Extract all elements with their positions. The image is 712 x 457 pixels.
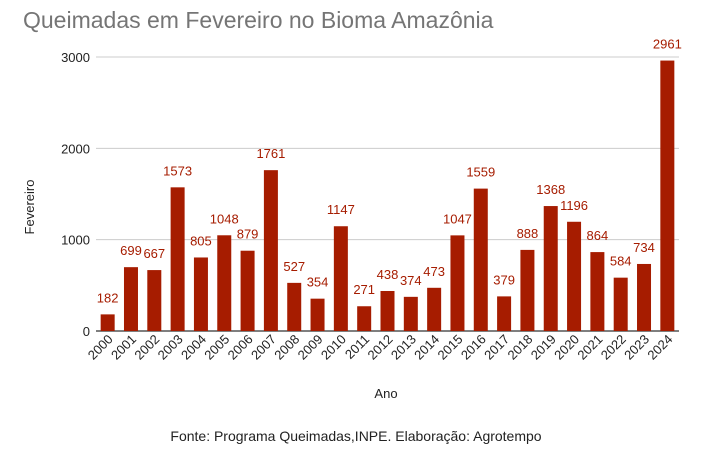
bar — [147, 270, 162, 331]
bar — [380, 290, 395, 331]
x-axis-title: Ano — [374, 386, 397, 401]
bar — [520, 249, 535, 331]
x-tick-label: 2004 — [178, 332, 209, 363]
x-tick-label: 2001 — [108, 332, 139, 363]
data-label: 1047 — [443, 211, 472, 226]
bar — [543, 206, 558, 331]
data-label: 379 — [493, 272, 515, 287]
data-label: 1573 — [163, 163, 192, 178]
bar — [427, 287, 442, 331]
x-tick-label: 2020 — [551, 332, 582, 363]
data-label: 1559 — [466, 165, 495, 180]
x-tick-label: 2016 — [458, 332, 489, 363]
bar — [123, 267, 138, 331]
bar — [497, 296, 512, 331]
data-label: 667 — [143, 246, 165, 261]
data-label: 734 — [633, 240, 655, 255]
data-label: 1368 — [536, 182, 565, 197]
x-tick-label: 2013 — [388, 332, 419, 363]
data-label: 888 — [517, 226, 539, 241]
bar — [567, 221, 582, 331]
data-label: 271 — [353, 282, 375, 297]
x-tick-label: 2008 — [271, 332, 302, 363]
data-label: 438 — [377, 267, 399, 282]
bar — [333, 226, 348, 331]
data-label: 1048 — [210, 211, 239, 226]
data-label: 2961 — [653, 37, 682, 52]
data-label: 805 — [190, 233, 212, 248]
bar — [357, 306, 372, 331]
x-tick-label: 2023 — [621, 332, 652, 363]
x-tick-label: 2010 — [318, 332, 349, 363]
data-label: 1147 — [327, 202, 355, 217]
data-label: 527 — [283, 259, 305, 274]
x-tick-label: 2011 — [342, 332, 372, 362]
bar — [613, 277, 628, 331]
x-tick-labels: 2000200120022003200420052006200720082009… — [85, 332, 676, 363]
bar — [287, 282, 302, 331]
bar — [193, 257, 208, 331]
bar — [263, 170, 278, 331]
data-label: 699 — [120, 243, 142, 258]
y-tick-label: 3000 — [61, 50, 90, 65]
y-axis-title: Fevereiro — [22, 180, 37, 235]
bar — [473, 188, 488, 331]
data-label: 1196 — [560, 198, 588, 213]
bars — [100, 60, 675, 331]
x-tick-label: 2002 — [131, 332, 162, 363]
x-tick-label: 2019 — [528, 332, 559, 363]
data-label: 879 — [237, 227, 259, 242]
bar — [450, 235, 465, 331]
x-tick-label: 2007 — [248, 332, 279, 363]
x-tick-label: 2024 — [644, 332, 675, 363]
x-tick-label: 2009 — [295, 332, 326, 363]
x-tick-label: 2014 — [411, 332, 442, 363]
bar — [403, 296, 418, 331]
data-label: 374 — [400, 273, 422, 288]
bar — [217, 235, 232, 331]
gridlines — [96, 56, 679, 332]
y-tick-label: 0 — [83, 324, 90, 339]
x-tick-label: 2005 — [201, 332, 232, 363]
data-label: 473 — [423, 264, 445, 279]
bar — [170, 187, 185, 331]
x-tick-label: 2018 — [504, 332, 535, 363]
bar — [240, 250, 255, 331]
bar — [590, 252, 605, 331]
chart-title: Queimadas em Fevereiro no Bioma Amazônia — [23, 7, 494, 33]
x-tick-label: 2012 — [365, 332, 396, 363]
x-tick-label: 2006 — [225, 332, 256, 363]
bar — [100, 314, 115, 331]
x-tick-label: 2015 — [435, 332, 466, 363]
data-label: 182 — [97, 290, 119, 305]
x-tick-label: 2022 — [598, 332, 629, 363]
bar — [660, 60, 675, 331]
chart-source-note: Fonte: Programa Queimadas,INPE. Elaboraç… — [170, 428, 542, 444]
x-tick-label: 2003 — [155, 332, 186, 363]
x-tick-label: 2021 — [574, 332, 605, 363]
data-label: 864 — [587, 228, 609, 243]
data-label: 354 — [307, 275, 329, 290]
bar — [310, 298, 325, 331]
data-label: 1761 — [256, 146, 285, 161]
y-tick-labels: 0 1000 2000 3000 — [61, 50, 90, 339]
bar — [637, 263, 652, 331]
x-tick-label: 2017 — [481, 332, 512, 363]
y-tick-label: 1000 — [61, 233, 90, 248]
y-tick-label: 2000 — [61, 141, 90, 156]
data-label: 584 — [610, 254, 632, 269]
